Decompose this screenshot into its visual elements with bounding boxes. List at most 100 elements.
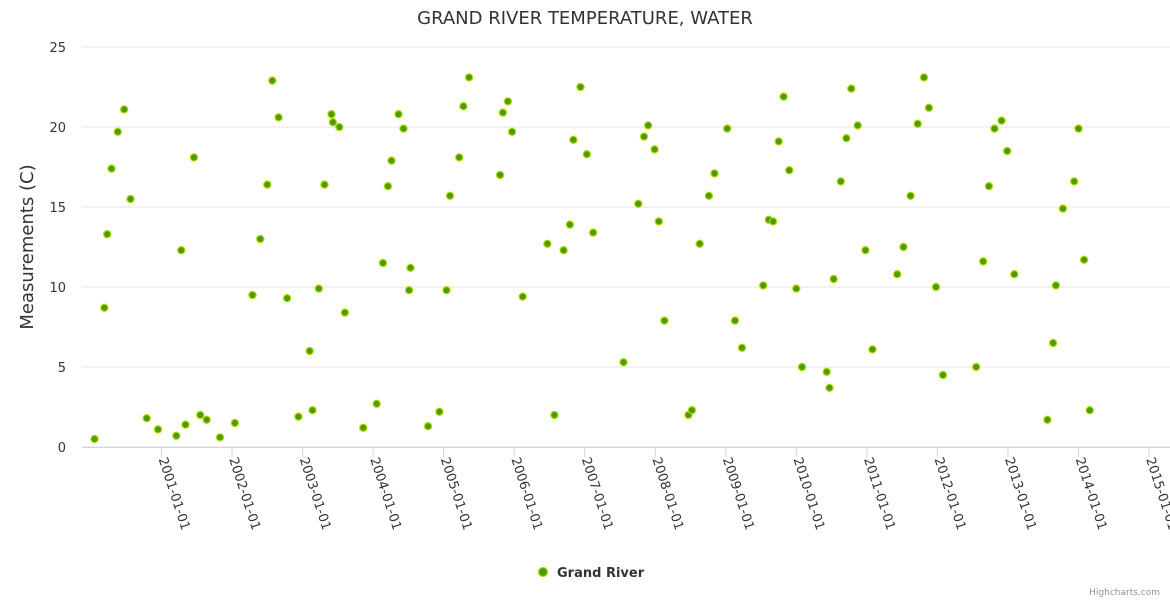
data-point[interactable]: [785, 165, 794, 175]
data-point[interactable]: [1051, 281, 1061, 290]
data-point[interactable]: [153, 425, 163, 434]
data-point[interactable]: [495, 170, 505, 180]
data-point[interactable]: [172, 431, 181, 440]
data-point[interactable]: [704, 191, 714, 200]
data-point[interactable]: [737, 343, 747, 352]
data-point[interactable]: [256, 234, 265, 244]
data-point[interactable]: [305, 346, 314, 356]
data-point[interactable]: [924, 103, 934, 113]
data-point[interactable]: [842, 133, 851, 143]
data-point[interactable]: [268, 76, 277, 85]
data-point[interactable]: [142, 414, 151, 423]
data-point[interactable]: [695, 239, 704, 248]
data-point[interactable]: [565, 220, 575, 229]
data-point[interactable]: [1010, 270, 1019, 279]
data-point[interactable]: [1058, 204, 1068, 213]
data-point[interactable]: [644, 121, 653, 130]
data-point[interactable]: [215, 433, 225, 442]
data-point[interactable]: [931, 282, 941, 292]
data-point[interactable]: [792, 284, 801, 293]
data-point[interactable]: [406, 263, 415, 272]
data-point[interactable]: [654, 217, 664, 226]
data-point[interactable]: [383, 181, 393, 191]
data-point[interactable]: [126, 194, 135, 204]
data-point[interactable]: [589, 228, 598, 237]
data-point[interactable]: [378, 258, 388, 268]
data-point[interactable]: [979, 257, 988, 266]
data-point[interactable]: [1085, 406, 1095, 415]
data-point[interactable]: [394, 109, 403, 119]
data-point[interactable]: [445, 191, 455, 200]
data-point[interactable]: [113, 127, 123, 136]
data-point[interactable]: [797, 362, 807, 372]
data-point[interactable]: [100, 303, 109, 312]
data-point[interactable]: [779, 92, 788, 101]
data-point[interactable]: [836, 177, 846, 186]
data-point[interactable]: [387, 156, 396, 165]
data-point[interactable]: [619, 358, 628, 367]
data-point[interactable]: [660, 316, 669, 325]
data-point[interactable]: [759, 281, 768, 290]
data-point[interactable]: [569, 135, 578, 144]
data-point[interactable]: [1043, 415, 1052, 424]
data-point[interactable]: [359, 423, 368, 432]
data-point[interactable]: [328, 117, 338, 127]
data-point[interactable]: [189, 153, 199, 162]
data-point[interactable]: [274, 113, 283, 122]
data-point[interactable]: [868, 345, 877, 354]
data-point[interactable]: [893, 270, 902, 279]
data-point[interactable]: [1074, 124, 1083, 133]
data-point[interactable]: [248, 290, 257, 300]
data-point[interactable]: [320, 180, 329, 189]
data-point[interactable]: [455, 153, 464, 162]
data-point[interactable]: [399, 124, 408, 133]
data-point[interactable]: [314, 284, 323, 293]
data-point[interactable]: [340, 308, 350, 317]
data-point[interactable]: [822, 367, 831, 376]
data-point[interactable]: [710, 169, 719, 178]
credits-link[interactable]: Highcharts.com: [1089, 588, 1160, 598]
data-point[interactable]: [723, 124, 732, 133]
data-point[interactable]: [938, 370, 948, 380]
data-point[interactable]: [853, 121, 862, 130]
data-point[interactable]: [308, 406, 317, 415]
data-point[interactable]: [582, 149, 592, 159]
data-point[interactable]: [576, 82, 585, 92]
data-point[interactable]: [650, 145, 659, 154]
data-point[interactable]: [518, 292, 527, 301]
legend-label-grand-river[interactable]: Grand River: [557, 566, 645, 581]
data-point[interactable]: [507, 127, 517, 136]
data-point[interactable]: [990, 124, 999, 133]
data-point[interactable]: [899, 242, 908, 252]
data-point[interactable]: [984, 181, 994, 191]
data-point[interactable]: [498, 108, 508, 117]
data-point[interactable]: [263, 180, 272, 189]
data-point[interactable]: [90, 434, 99, 444]
data-point[interactable]: [997, 116, 1006, 125]
data-point[interactable]: [181, 420, 190, 429]
data-point[interactable]: [559, 245, 568, 255]
data-point[interactable]: [847, 84, 856, 93]
data-point[interactable]: [119, 105, 129, 114]
data-point[interactable]: [423, 422, 433, 431]
data-point[interactable]: [768, 217, 778, 226]
data-point[interactable]: [196, 410, 205, 420]
data-point[interactable]: [829, 274, 838, 284]
data-point[interactable]: [202, 415, 211, 424]
data-point[interactable]: [372, 399, 381, 408]
data-point[interactable]: [972, 362, 981, 372]
data-point[interactable]: [639, 132, 649, 141]
data-point[interactable]: [1079, 255, 1089, 264]
data-point[interactable]: [464, 73, 474, 82]
data-point[interactable]: [335, 122, 344, 132]
data-point[interactable]: [774, 137, 783, 146]
data-point[interactable]: [543, 239, 552, 248]
data-point[interactable]: [919, 73, 929, 82]
data-point[interactable]: [107, 164, 116, 173]
data-point[interactable]: [294, 412, 303, 421]
data-point[interactable]: [282, 294, 292, 303]
data-point[interactable]: [906, 191, 915, 200]
data-point[interactable]: [102, 229, 112, 239]
data-point[interactable]: [230, 418, 240, 428]
data-point[interactable]: [1048, 338, 1058, 348]
